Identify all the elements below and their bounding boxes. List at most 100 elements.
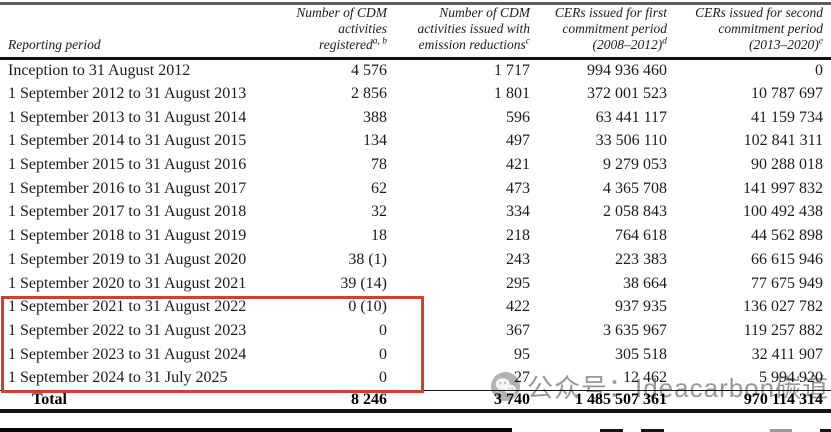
total-cers-second: 970 114 314	[671, 389, 831, 414]
cell-reporting-period: 1 September 2024 to 31 July 2025	[8, 369, 228, 387]
header-line: activities issued with	[417, 21, 531, 36]
total-registered: 8 246	[258, 389, 392, 414]
cell-value: 63 441 117	[595, 108, 667, 126]
cell-reporting-period: 1 September 2023 to 31 August 2024	[8, 345, 247, 363]
header-row: Reporting period Number of CDM activitie…	[0, 5, 831, 60]
cell-value: 388	[363, 108, 387, 126]
cell-value: 372 001 523	[587, 85, 667, 103]
cell-value: 4 365 708	[603, 179, 667, 197]
cell-value: 38 664	[623, 274, 667, 292]
cdm-issuance-table: Reporting period Number of CDM activitie…	[0, 5, 831, 414]
table-row: 1 September 2012 to 31 August 2013 2 856 1…	[0, 82, 831, 106]
cell-value: 18	[371, 227, 387, 245]
cell-value: 994 936 460	[587, 62, 667, 80]
cell-reporting-period: 1 September 2015 to 31 August 2016	[8, 156, 247, 174]
header-line: (2008–2012)d	[592, 36, 668, 52]
cell-reporting-period: 1 September 2012 to 31 August 2013	[8, 85, 247, 103]
table-row: 1 September 2014 to 31 August 2015 134 497…	[0, 130, 831, 154]
cell-value: 5 994 920	[759, 369, 823, 387]
cell-value: 102 841 311	[743, 132, 823, 150]
header-line: emission reductionsc	[418, 36, 530, 52]
cell-value: 305 518	[615, 345, 667, 363]
cell-value: 2 856	[351, 85, 387, 103]
table-row: Inception to 31 August 2012 4 576 1 717 994…	[0, 59, 831, 83]
cell-reporting-period: 1 September 2014 to 31 August 2015	[8, 132, 247, 150]
cell-value: 596	[506, 108, 530, 126]
total-issued: 3 740	[392, 389, 534, 414]
col-header-issued: Number of CDM activities issued with emi…	[392, 5, 534, 60]
table-row: 1 September 2019 to 31 August 2020 38 (1)…	[0, 248, 831, 272]
cell-value: 90 288 018	[751, 156, 823, 174]
table-footer: Total 8 246 3 740 1 485 507 361 970 114 …	[0, 389, 831, 414]
cell-value: 334	[506, 203, 530, 221]
cell-value: 0	[379, 321, 387, 339]
bottom-cutoff-fragment	[641, 429, 664, 432]
table-row: 1 September 2023 to 31 August 2024 0 95 305…	[0, 343, 831, 367]
cell-value: 295	[506, 274, 530, 292]
header-line: Number of CDM	[439, 5, 530, 20]
cell-reporting-period: 1 September 2016 to 31 August 2017	[8, 179, 247, 197]
header-line: (2013–2020)e	[749, 36, 823, 52]
cell-value: 0	[379, 345, 387, 363]
cell-value: 141 997 832	[743, 179, 823, 197]
header-line: CERs issued for second	[695, 5, 823, 20]
cell-reporting-period: 1 September 2019 to 31 August 2020	[8, 250, 247, 268]
col-header-cers-first-period: CERs issued for first commitment period …	[534, 5, 671, 60]
bottom-cutoff-fragment	[600, 429, 623, 432]
cell-value: 9 279 053	[603, 156, 667, 174]
bottom-cutoff-fragment	[770, 429, 792, 432]
cell-reporting-period: Inception to 31 August 2012	[8, 62, 191, 80]
cell-value: 764 618	[615, 227, 667, 245]
cell-value: 78	[371, 156, 387, 174]
cell-value: 136 027 782	[743, 298, 823, 316]
col-header-reporting-period: Reporting period	[0, 5, 258, 60]
cell-reporting-period: 1 September 2021 to 31 August 2022	[8, 298, 247, 316]
table-row: 1 September 2015 to 31 August 2016 78 421 9…	[0, 153, 831, 177]
cell-reporting-period: 1 September 2018 to 31 August 2019	[8, 227, 247, 245]
cell-value: 39 (14)	[340, 274, 387, 292]
header-line: registereda, b	[319, 36, 387, 52]
cell-value: 473	[506, 179, 530, 197]
cell-value: 44 562 898	[751, 227, 823, 245]
cell-value: 1 801	[494, 85, 530, 103]
cell-value: 223 383	[615, 250, 667, 268]
total-row: Total 8 246 3 740 1 485 507 361 970 114 …	[0, 389, 831, 414]
cell-value: 2 058 843	[603, 203, 667, 221]
cell-value: 66 615 946	[751, 250, 823, 268]
table-row: 1 September 2017 to 31 August 2018 32 334 2…	[0, 201, 831, 225]
footnote-marker: a, b	[372, 36, 387, 47]
header-line: CERs issued for first	[554, 5, 667, 20]
cell-value: 95	[514, 345, 530, 363]
cell-value: 367	[506, 321, 530, 339]
cell-value: 421	[506, 156, 530, 174]
col-header-registered: Number of CDM activities registereda, b	[258, 5, 392, 60]
footnote-marker: e	[818, 36, 823, 47]
cell-value: 422	[506, 298, 530, 316]
cell-value: 12 462	[623, 369, 667, 387]
table-top-rule	[0, 2, 831, 5]
table-body: Inception to 31 August 2012 4 576 1 717 994…	[0, 59, 831, 391]
cell-value: 119 257 882	[743, 321, 823, 339]
cell-reporting-period: 1 September 2017 to 31 August 2018	[8, 203, 247, 221]
footnote-marker: c	[525, 36, 530, 47]
header-line: Number of CDM	[296, 5, 387, 20]
highlight-box	[1, 296, 424, 393]
cell-value: 41 159 734	[751, 108, 823, 126]
header-line: commitment period	[562, 21, 667, 36]
cell-value: 77 675 949	[751, 274, 823, 292]
cell-value: 32	[371, 203, 387, 221]
header-line: Reporting period	[8, 37, 101, 52]
cell-value: 10 787 697	[751, 85, 823, 103]
header-line: activities	[338, 21, 387, 36]
cell-reporting-period: 1 September 2020 to 31 August 2021	[8, 274, 247, 292]
cell-reporting-period: 1 September 2022 to 31 August 2023	[8, 321, 247, 339]
cell-value: 218	[506, 227, 530, 245]
cell-value: 0	[379, 369, 387, 387]
table-header: Reporting period Number of CDM activitie…	[0, 5, 831, 60]
cell-value: 33 506 110	[595, 132, 667, 150]
cell-value: 134	[363, 132, 387, 150]
cell-value: 497	[506, 132, 530, 150]
cell-value: 62	[371, 179, 387, 197]
cell-value: 3 635 967	[603, 321, 667, 339]
table-row: 1 September 2021 to 31 August 2022 0 (10)…	[0, 295, 831, 319]
